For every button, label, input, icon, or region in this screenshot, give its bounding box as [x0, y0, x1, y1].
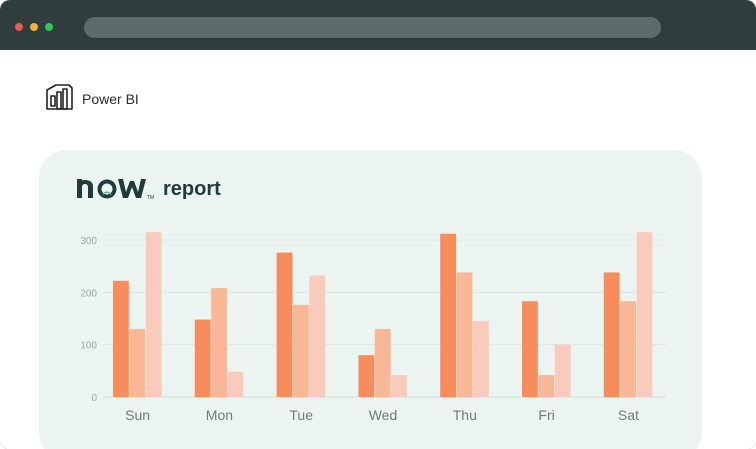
bar-tue-series-2	[293, 304, 309, 397]
bar-mon-series-2	[211, 288, 227, 397]
bar-sun-series-2	[129, 328, 146, 397]
bar-tue-series-3	[309, 275, 326, 397]
report-header: TM report	[77, 175, 221, 201]
now-logo: TM	[77, 179, 154, 201]
x-tick-label: Thu	[453, 407, 477, 423]
bar-chart: 0 100 200 300 Sun Mon Tue Wed Thu Fri Sat	[80, 232, 666, 423]
bar-tue-series-1	[276, 252, 293, 397]
address-bar[interactable]	[84, 17, 661, 38]
svg-text:TM: TM	[147, 195, 154, 201]
y-tick-label: 0	[91, 393, 97, 404]
minimize-window-button[interactable]	[30, 23, 38, 31]
x-tick-label: Wed	[369, 407, 398, 423]
y-tick-label: 300	[80, 236, 97, 247]
close-window-button[interactable]	[15, 23, 23, 31]
bar-thu-series-2	[456, 272, 473, 397]
bar-wed-series-2	[374, 328, 391, 397]
app-name: Power BI	[82, 91, 139, 107]
bar-fri-series-1	[522, 301, 538, 397]
y-tick-label: 100	[80, 341, 97, 352]
x-tick-label: Sat	[618, 407, 639, 423]
bar-fri-series-2	[538, 375, 555, 397]
browser-titlebar	[0, 0, 756, 50]
bar-sun-series-1	[113, 280, 129, 397]
bar-mon-series-3	[227, 371, 244, 397]
power-bi-icon	[45, 82, 75, 117]
x-tick-label: Mon	[206, 407, 233, 423]
bar-thu-series-1	[440, 233, 456, 397]
x-tick-label: Tue	[289, 407, 313, 423]
bar-wed-series-3	[391, 375, 407, 397]
bar-fri-series-3	[554, 344, 571, 397]
bar-sat-series-2	[620, 301, 636, 397]
bar-sun-series-3	[145, 232, 162, 397]
maximize-window-button[interactable]	[45, 23, 53, 31]
bar-wed-series-1	[358, 355, 375, 397]
y-tick-label: 200	[80, 288, 97, 299]
x-tick-label: Fri	[538, 407, 554, 423]
power-bi-header: Power BI	[45, 82, 139, 117]
x-tick-label: Sun	[125, 407, 150, 423]
bar-sat-series-1	[603, 272, 620, 397]
report-card: 0 100 200 300 Sun Mon Tue Wed Thu Fri Sat TM repor…	[39, 150, 702, 449]
bar-thu-series-3	[473, 321, 489, 397]
bar-sat-series-3	[636, 232, 653, 397]
bar-mon-series-1	[194, 319, 211, 397]
report-title: report	[163, 178, 221, 200]
